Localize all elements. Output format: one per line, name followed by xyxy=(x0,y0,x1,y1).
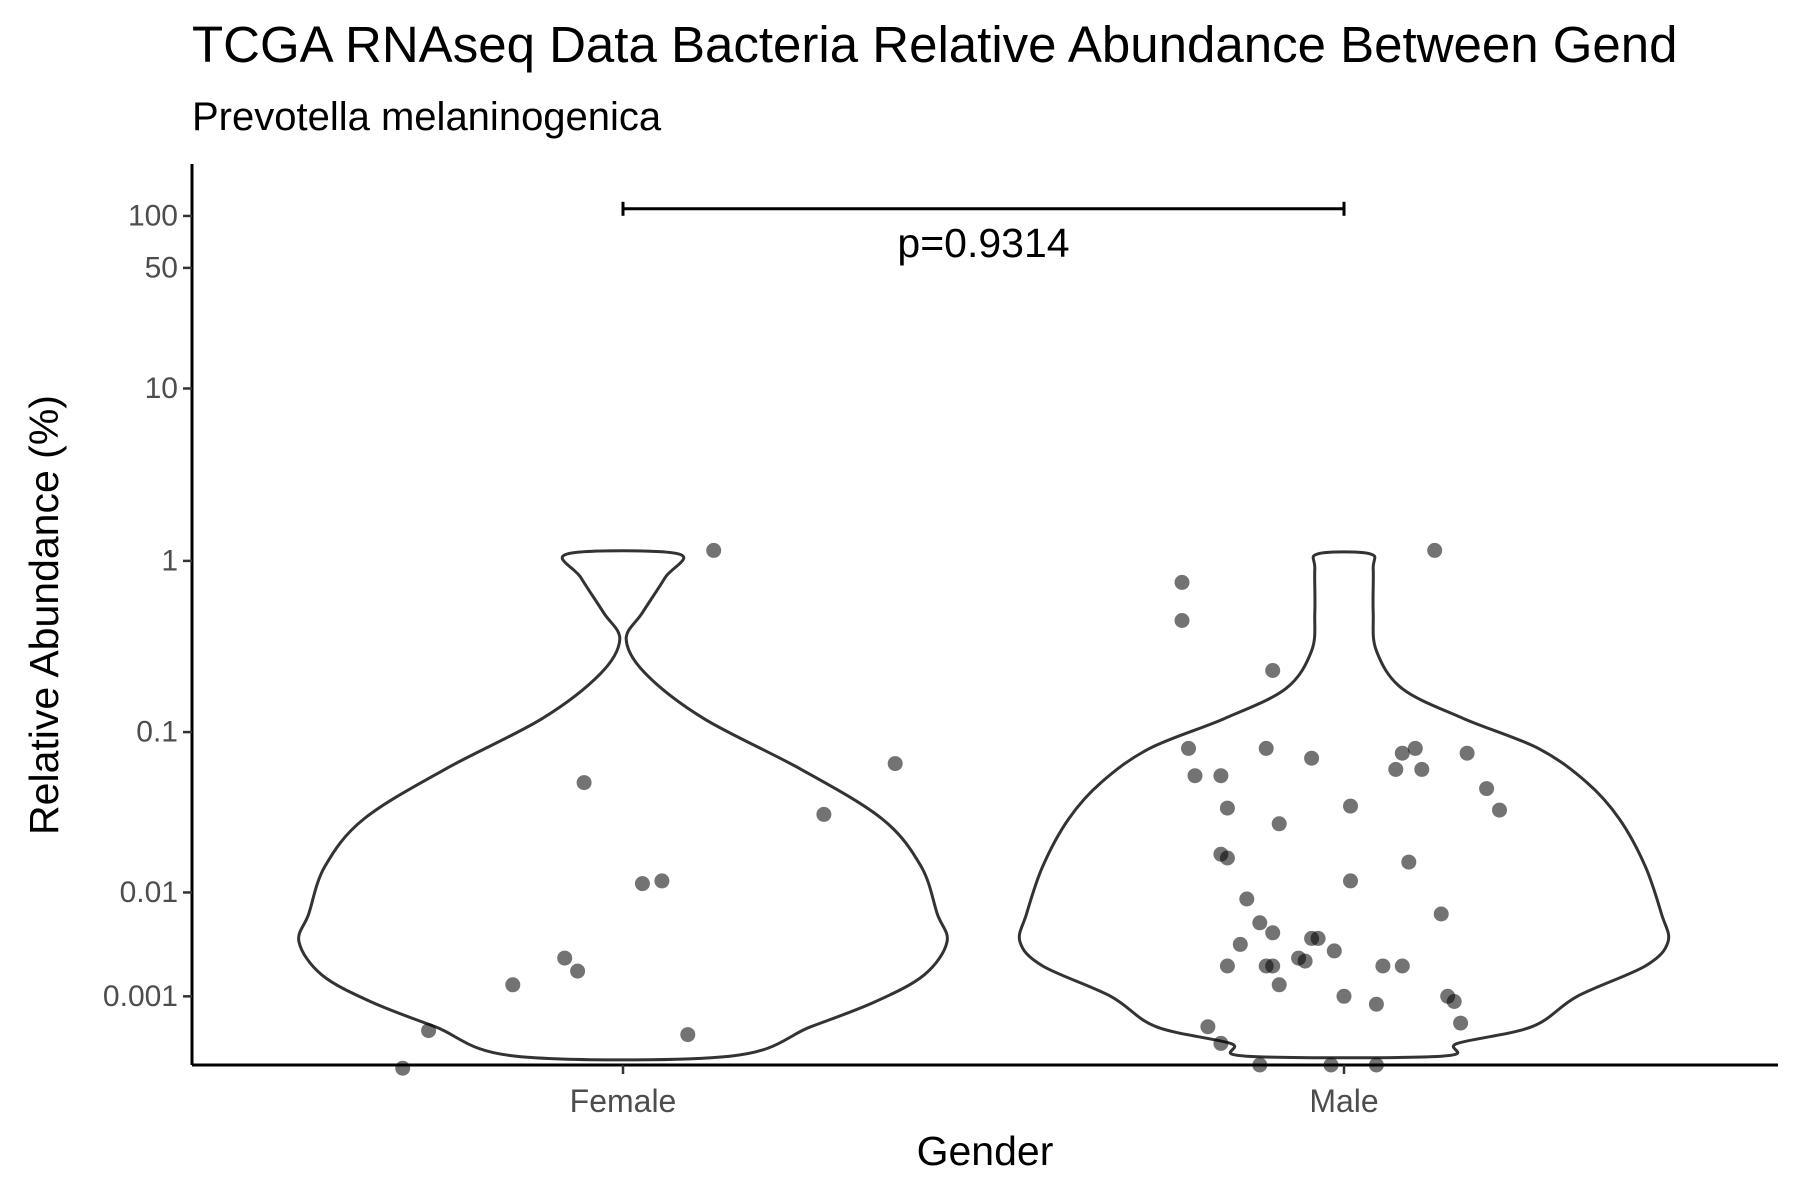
data-point-male xyxy=(1311,931,1326,946)
data-point-male xyxy=(1272,977,1287,992)
data-point-female xyxy=(654,873,669,888)
x-tick-label: Female xyxy=(570,1083,677,1119)
data-point-male xyxy=(1200,1019,1215,1034)
chart-title: TCGA RNAseq Data Bacteria Relative Abund… xyxy=(192,16,1678,73)
y-tick-label: 1 xyxy=(161,544,178,577)
data-point-male xyxy=(1343,873,1358,888)
y-tick-label: 0.1 xyxy=(136,716,178,749)
data-point-male xyxy=(1265,959,1280,974)
data-point-male xyxy=(1239,892,1254,907)
data-point-male xyxy=(1408,741,1423,756)
p-value-label: p=0.9314 xyxy=(897,220,1069,266)
data-point-female xyxy=(816,807,831,822)
data-point-male xyxy=(1434,907,1449,922)
data-point-male xyxy=(1447,994,1462,1009)
comparison-bracket-group: p=0.9314 xyxy=(623,202,1344,266)
data-point-female xyxy=(421,1023,436,1038)
data-point-female xyxy=(888,756,903,771)
data-point-male xyxy=(1337,989,1352,1004)
data-point-male xyxy=(1265,663,1280,678)
data-point-male xyxy=(1175,613,1190,628)
data-point-male xyxy=(1265,925,1280,940)
data-point-male xyxy=(1395,746,1410,761)
data-point-male xyxy=(1375,959,1390,974)
data-point-female xyxy=(557,951,572,966)
data-point-male xyxy=(1327,943,1342,958)
y-tick-label: 0.01 xyxy=(120,876,178,909)
data-point-male xyxy=(1252,915,1267,930)
plot-area: p=0.9314 xyxy=(299,202,1669,1076)
data-point-male xyxy=(1220,801,1235,816)
data-point-male xyxy=(1298,954,1313,969)
violin-female xyxy=(299,551,948,1060)
data-point-male xyxy=(1343,799,1358,814)
violins xyxy=(299,551,1669,1060)
x-tick-label: Male xyxy=(1309,1083,1378,1119)
data-point-female xyxy=(635,876,650,891)
data-point-male xyxy=(1188,768,1203,783)
x-axis-ticks: Female Male xyxy=(570,1065,1379,1119)
x-axis-title: Gender xyxy=(917,1128,1054,1174)
data-point-male xyxy=(1460,746,1475,761)
data-point-male xyxy=(1453,1016,1468,1031)
data-point-male xyxy=(1304,751,1319,766)
data-point-female xyxy=(395,1061,410,1076)
data-point-male xyxy=(1369,997,1384,1012)
data-point-male xyxy=(1427,543,1442,558)
data-point-male xyxy=(1233,937,1248,952)
data-point-male xyxy=(1401,855,1416,870)
data-point-male xyxy=(1395,959,1410,974)
chart-subtitle: Prevotella melaninogenica xyxy=(192,95,662,139)
data-point-male xyxy=(1388,762,1403,777)
data-point-male xyxy=(1213,1036,1228,1051)
data-point-male xyxy=(1220,959,1235,974)
y-tick-label: 100 xyxy=(128,199,178,232)
data-point-male xyxy=(1181,741,1196,756)
data-point-male xyxy=(1175,575,1190,590)
data-point-female xyxy=(706,543,721,558)
y-tick-label: 10 xyxy=(145,372,178,405)
data-point-male xyxy=(1220,851,1235,866)
y-axis-title: Relative Abundance (%) xyxy=(21,395,67,835)
data-point-male xyxy=(1213,768,1228,783)
data-point-male xyxy=(1492,803,1507,818)
data-point-male xyxy=(1259,741,1274,756)
y-tick-label: 50 xyxy=(145,251,178,284)
data-point-male xyxy=(1479,781,1494,796)
data-point-male xyxy=(1272,816,1287,831)
data-point-female xyxy=(570,964,585,979)
data-point-female xyxy=(577,775,592,790)
data-point-female xyxy=(680,1027,695,1042)
y-tick-label: 0.001 xyxy=(103,980,178,1013)
data-points xyxy=(395,543,1507,1076)
data-point-male xyxy=(1414,762,1429,777)
data-point-female xyxy=(505,977,520,992)
y-axis-ticks: 100 50 10 1 0.1 0.01 0.001 xyxy=(103,199,192,1012)
